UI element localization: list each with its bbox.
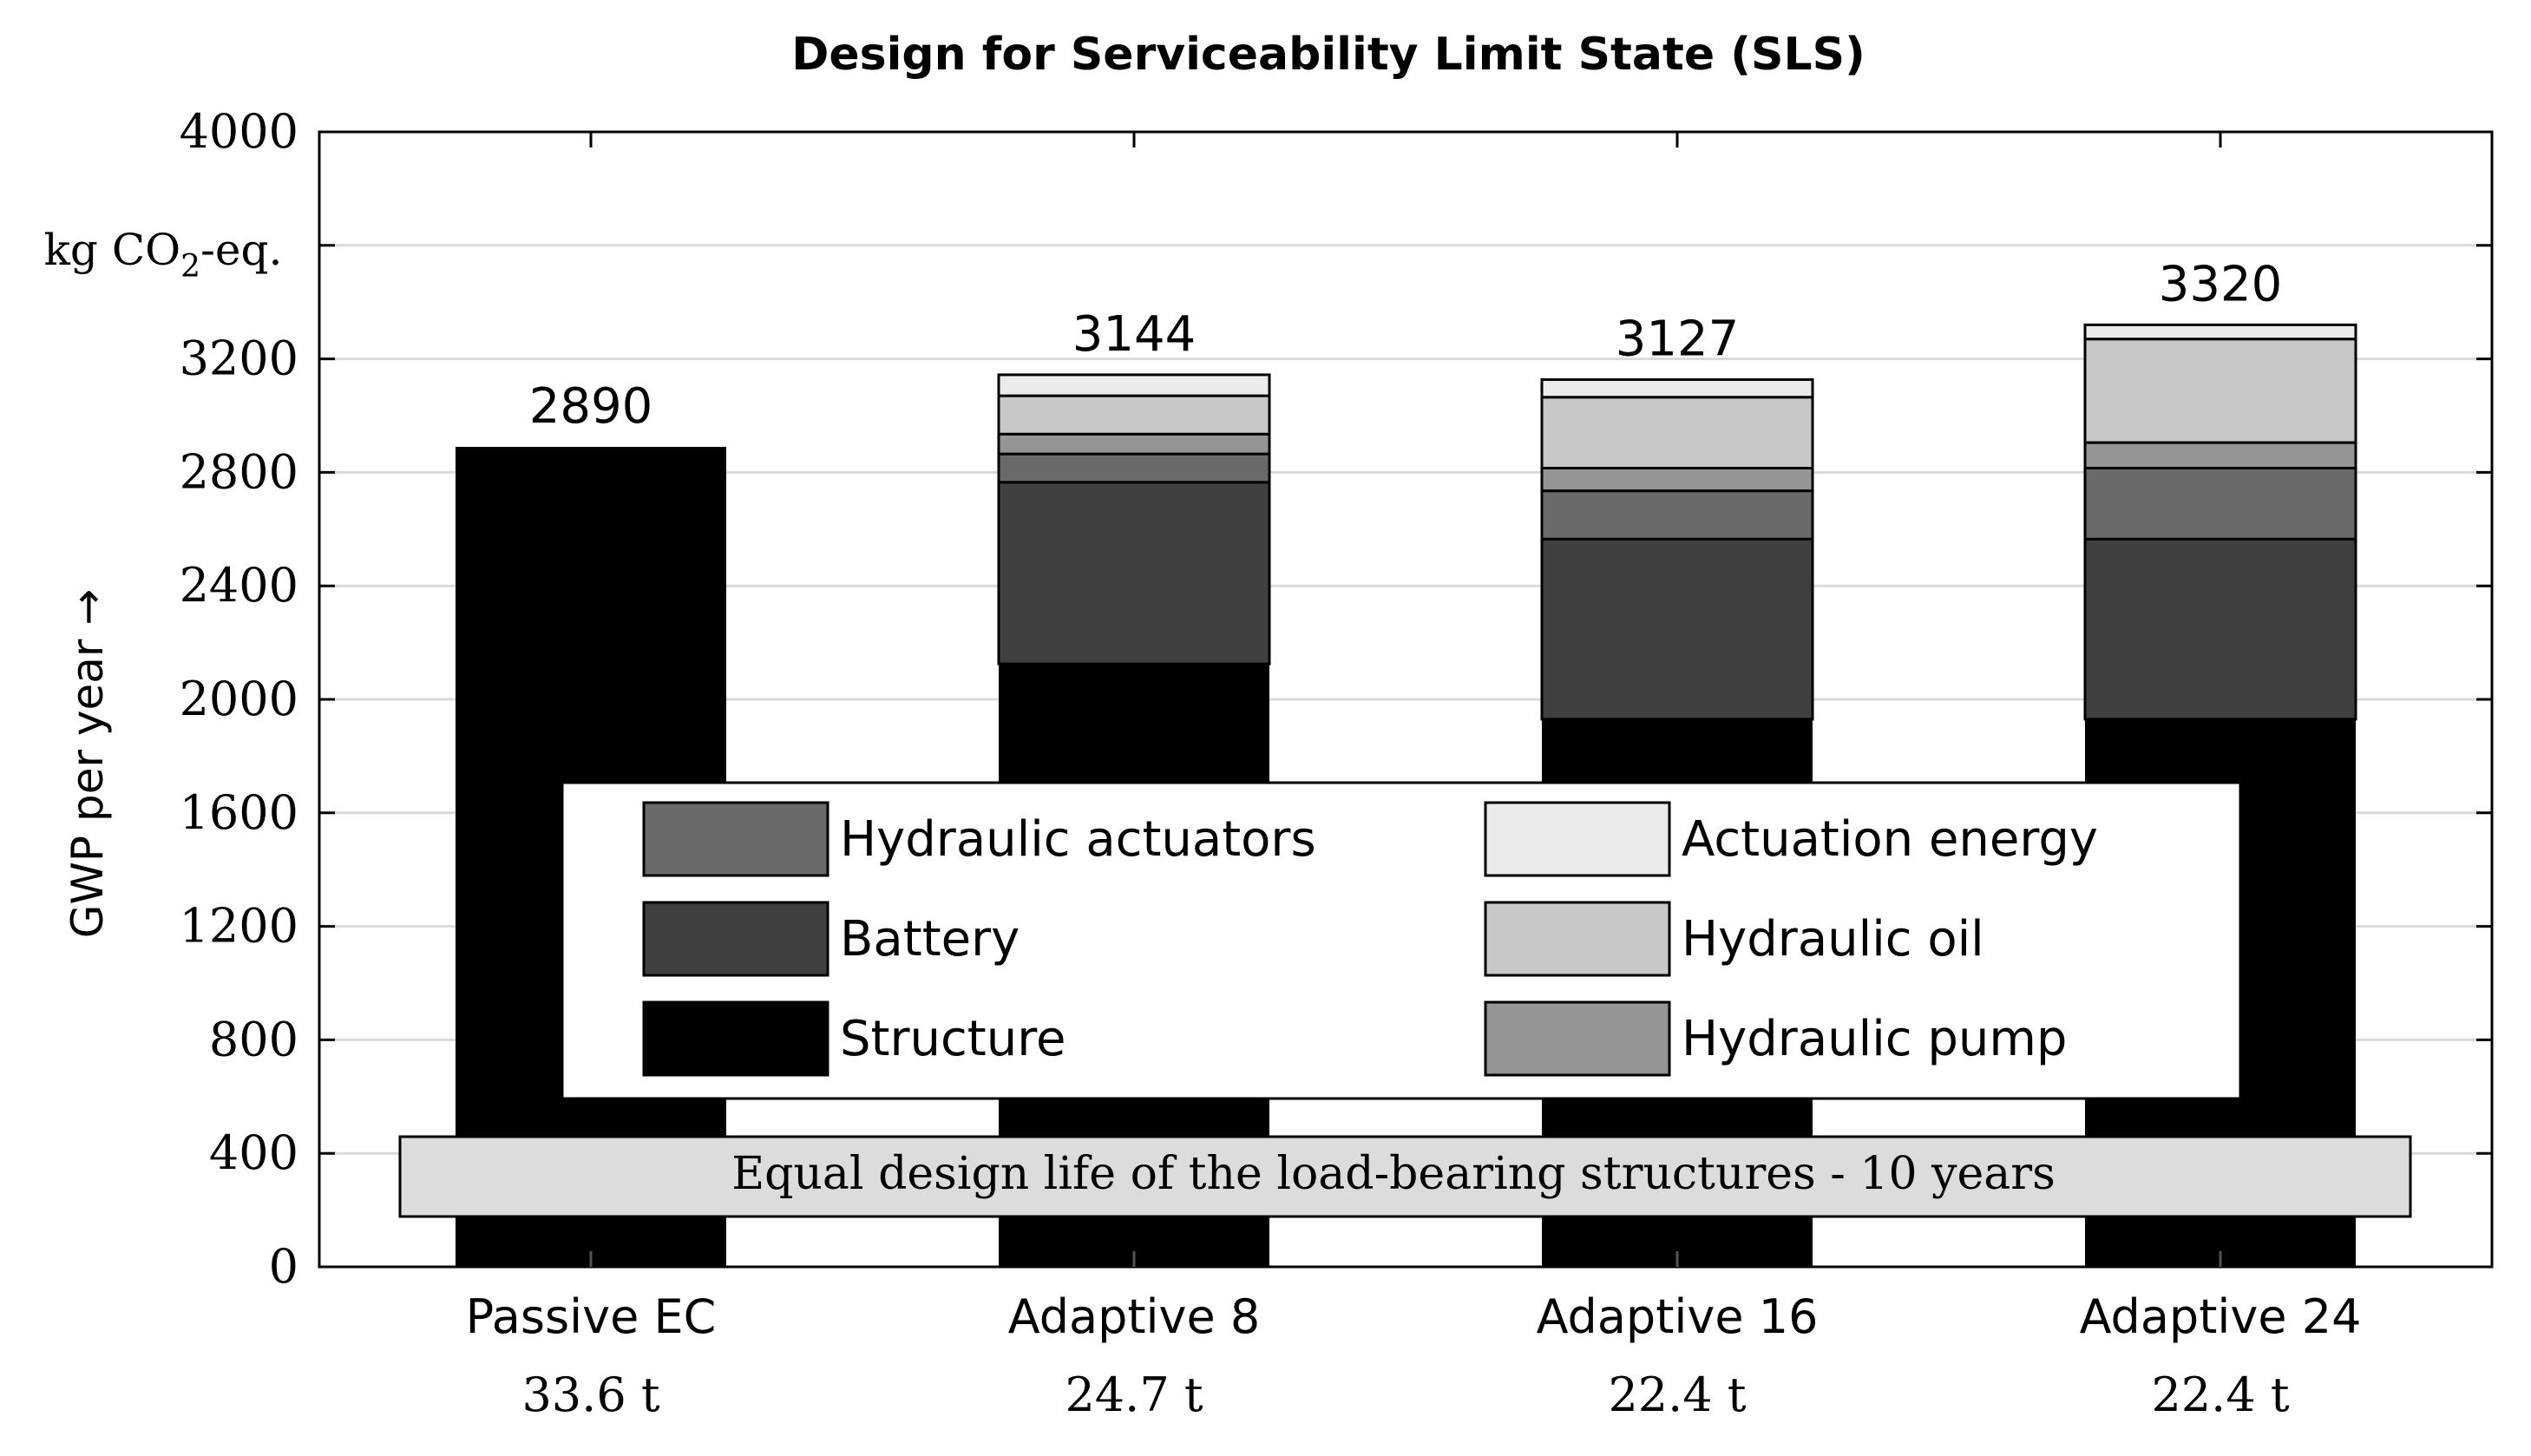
chart-title: Design for Serviceability Limit State (S… xyxy=(791,29,1865,81)
bar-segment xyxy=(1540,377,1814,399)
legend-box xyxy=(561,781,2242,1100)
legend: Hydraulic actuators Actuation energy Batte… xyxy=(561,781,2242,1100)
bar-segment xyxy=(997,373,1271,397)
legend-label: Structure xyxy=(840,1011,1066,1067)
bar-segment xyxy=(997,432,1271,456)
bar-segment xyxy=(997,452,1271,484)
bar-total-label: 3127 xyxy=(1616,311,1740,367)
x-mass-label: 22.4 t xyxy=(1608,1367,1746,1422)
bar-segment xyxy=(1540,396,1814,469)
y-tick-label: 0 xyxy=(269,1239,298,1294)
x-tick-labels: Passive EC 33.6 t Adaptive 8 24.7 t Adaptive… xyxy=(466,1289,2362,1422)
x-mass-label: 33.6 t xyxy=(521,1367,659,1422)
x-tick-label: Adaptive 24 xyxy=(2080,1289,2362,1344)
bar-segment xyxy=(1540,537,1814,721)
bar-segment xyxy=(2083,338,2357,444)
axes xyxy=(318,130,2494,1269)
x-mass-label: 24.7 t xyxy=(1065,1367,1203,1422)
y-axis-unit: kg CO2-eq. xyxy=(44,225,283,285)
bar-total-label: 3144 xyxy=(1072,306,1197,363)
legend-swatch xyxy=(1484,801,1671,877)
x-mass-label: 22.4 t xyxy=(2151,1367,2289,1422)
bar-segment xyxy=(1540,489,1814,541)
legend-swatch xyxy=(1484,901,1671,977)
legend-swatch xyxy=(1484,1000,1671,1077)
annotation-box: Equal design life of the load-bearing st… xyxy=(398,1135,2412,1218)
y-unit-subscript: 2 xyxy=(180,249,200,285)
annotation-background xyxy=(398,1135,2412,1218)
legend-label: Hydraulic oil xyxy=(1682,911,1984,967)
y-tick-label: 2800 xyxy=(180,444,298,499)
y-unit-suffix: -eq. xyxy=(200,225,282,275)
y-tick-label: 1200 xyxy=(180,899,298,954)
y-tick-label: 4000 xyxy=(180,104,298,159)
bar-segment xyxy=(997,481,1271,666)
y-tick-label: 400 xyxy=(209,1125,298,1180)
bar-segment xyxy=(2083,323,2357,341)
bar-total-label: 3320 xyxy=(2159,256,2283,312)
y-axis-title: GWP per year → xyxy=(62,589,113,939)
total-labels: 2890 3144 3127 3320 xyxy=(529,256,2283,435)
bar-segment xyxy=(1540,466,1814,493)
x-tick-label: Adaptive 8 xyxy=(1008,1289,1261,1344)
y-tick-label: 2000 xyxy=(180,672,298,726)
x-tick-label: Passive EC xyxy=(466,1289,717,1344)
legend-label: Actuation energy xyxy=(1682,811,2098,868)
bar-segment xyxy=(2083,537,2357,721)
legend-label: Battery xyxy=(840,911,1020,967)
legend-label: Hydraulic pump xyxy=(1682,1011,2067,1067)
bar-segment xyxy=(2083,466,2357,541)
legend-swatch xyxy=(642,801,829,877)
bar-segment xyxy=(2083,441,2357,469)
bar-segment xyxy=(997,394,1271,436)
y-tick-label: 1600 xyxy=(180,785,298,840)
annotation-text: Equal design life of the load-bearing st… xyxy=(731,1148,2056,1200)
legend-swatch xyxy=(642,901,829,977)
y-tick-label: 3200 xyxy=(180,331,298,386)
legend-label: Hydraulic actuators xyxy=(840,811,1316,868)
bar-total-label: 2890 xyxy=(529,378,653,435)
y-tick-label: 800 xyxy=(209,1012,298,1066)
y-unit-prefix: kg CO xyxy=(44,225,180,275)
x-tick-label: Adaptive 16 xyxy=(1537,1289,1819,1344)
y-tick-label: 2400 xyxy=(180,558,298,613)
y-tick-labels: 0 400 800 1200 1600 2000 2400 2800 3200 4000 xyxy=(180,104,298,1294)
legend-swatch xyxy=(642,1000,829,1077)
